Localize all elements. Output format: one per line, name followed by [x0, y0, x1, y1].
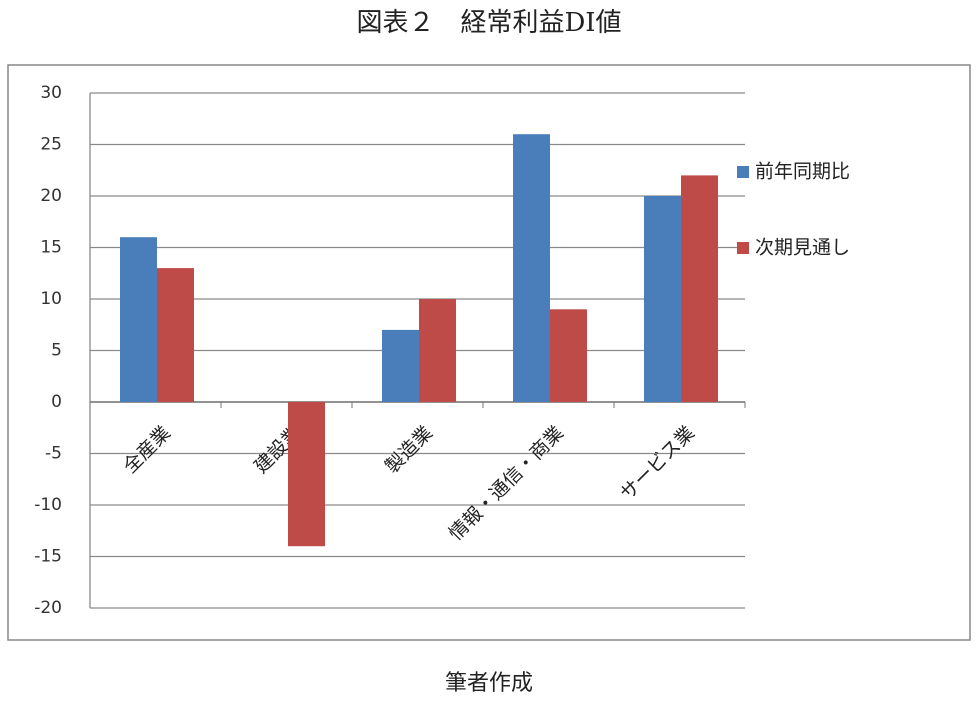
- legend-label: 前年同期比: [755, 161, 850, 183]
- bar: [120, 237, 157, 402]
- legend-swatch: [737, 166, 749, 178]
- x-tick-label: 全産業: [119, 422, 175, 478]
- y-tick-label: -15: [34, 547, 62, 567]
- chart-frame: [7, 64, 971, 641]
- y-tick-label: 0: [51, 392, 62, 412]
- y-tick-label: 5: [51, 341, 62, 361]
- bar: [382, 329, 419, 402]
- x-tick-label: 情報・通信・商業: [445, 422, 568, 545]
- bar: [513, 134, 550, 402]
- bar: [681, 175, 718, 402]
- y-tick-label: 10: [40, 289, 62, 309]
- source: 筆者作成: [445, 671, 533, 696]
- y-tick-label: -10: [34, 495, 62, 515]
- y-tick-label: 15: [40, 238, 62, 258]
- bar: [157, 268, 194, 402]
- y-tick-label: 20: [40, 186, 62, 206]
- bar: [550, 309, 587, 402]
- y-tick-label: -20: [34, 598, 62, 618]
- bar: [419, 299, 456, 402]
- legend-swatch: [737, 242, 749, 254]
- bar: [644, 196, 681, 402]
- y-tick-label: -5: [45, 444, 62, 464]
- x-tick-label: サービス業: [616, 422, 699, 505]
- bar: [288, 402, 325, 547]
- chart-title: 図表２ 経常利益DI値: [356, 8, 621, 38]
- x-tick-label: 製造業: [381, 422, 437, 478]
- y-tick-label: 25: [40, 135, 62, 155]
- legend-label: 次期見通し: [755, 237, 850, 259]
- y-tick-label: 30: [40, 83, 62, 103]
